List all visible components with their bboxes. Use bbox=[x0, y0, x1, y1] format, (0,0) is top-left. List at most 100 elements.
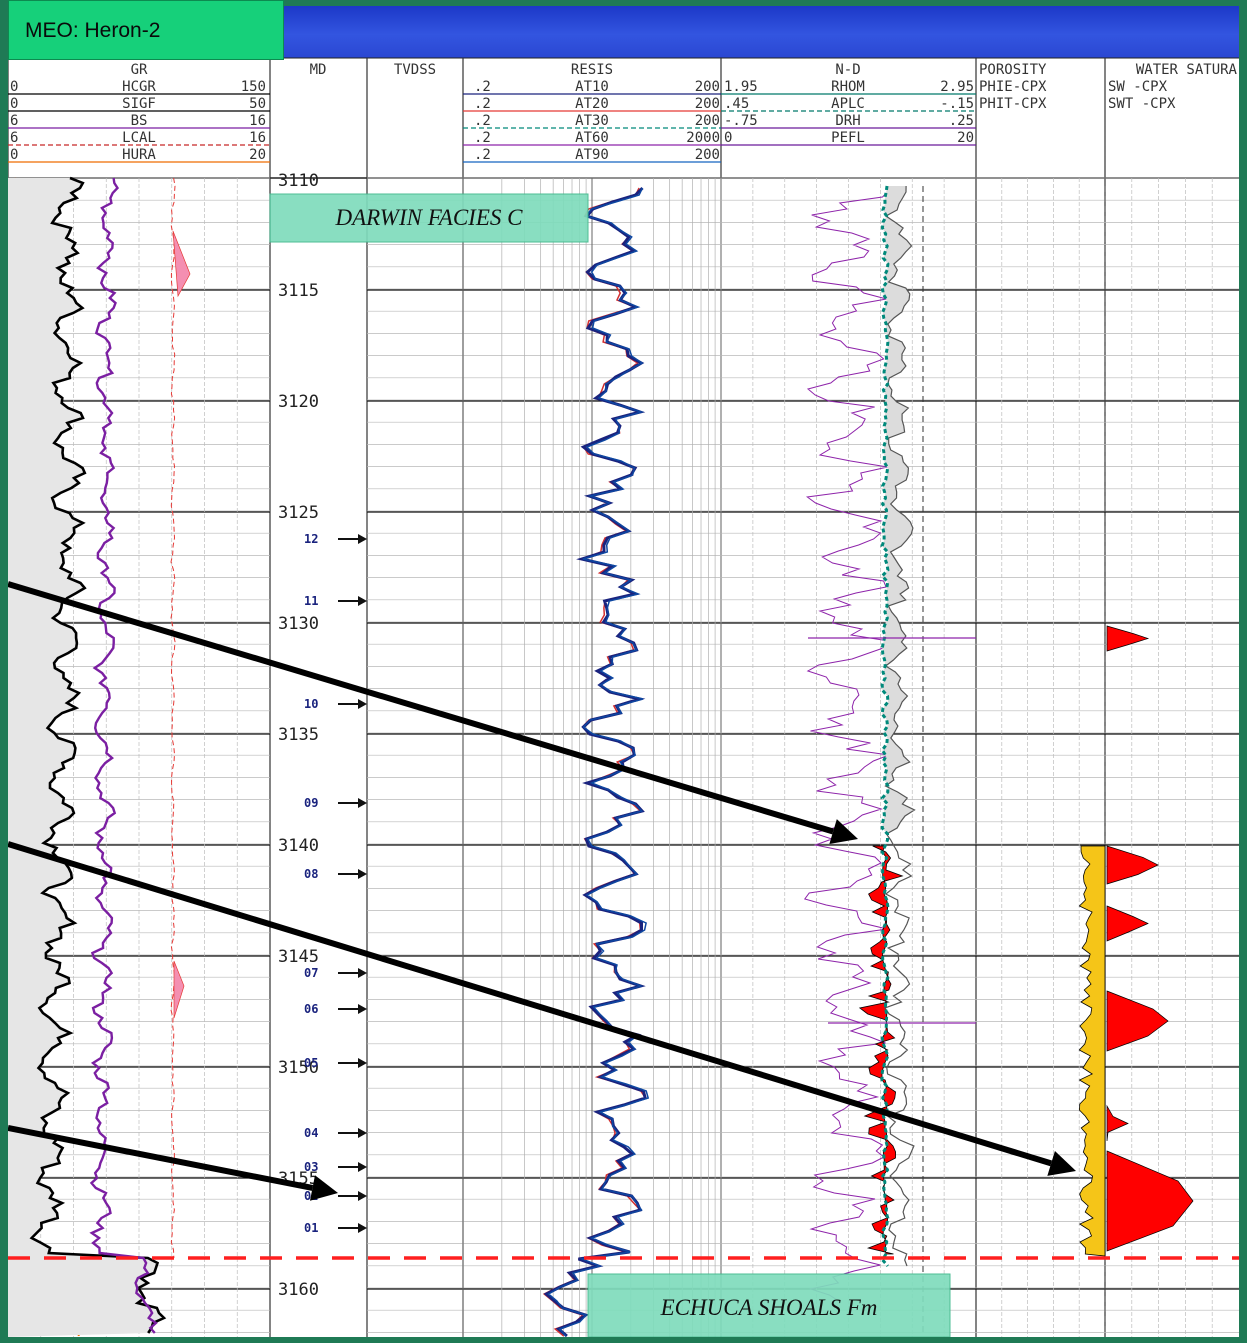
resis-curve-name: AT10 bbox=[575, 79, 609, 95]
hydrocarbon-saturation-shading bbox=[1106, 905, 1149, 942]
water-saturation-curve-name: SW -CPX bbox=[1108, 79, 1168, 95]
resis-curve-min: .2 bbox=[474, 147, 491, 163]
well-log-plot: GR 0 HCGR 150 0 SIGF 50 6 BS 16 6 LCAL 16 0 HURA 20 MD TV… bbox=[8, 57, 1239, 1337]
gr-curve bbox=[29, 176, 167, 1334]
depth-label: 3150 bbox=[278, 1058, 319, 1078]
resis-curve-max: 200 bbox=[695, 79, 720, 95]
sample-marker-arrowhead bbox=[358, 699, 367, 709]
porosity-curve-name: PHIE-CPX bbox=[979, 79, 1047, 95]
depth-label: 3120 bbox=[278, 392, 319, 412]
gr-curve-min: 6 bbox=[10, 130, 18, 146]
log-frame: GR 0 HCGR 150 0 SIGF 50 6 BS 16 6 LCAL 16 0 HURA 20 MD TV… bbox=[8, 6, 1239, 1337]
hydrocarbon-saturation-shading bbox=[1106, 845, 1159, 885]
resis-curve-name: AT90 bbox=[575, 147, 609, 163]
sample-marker-arrowhead bbox=[358, 798, 367, 808]
hydrocarbon-saturation-shading bbox=[1106, 1104, 1129, 1142]
porosity-header: POROSITY bbox=[979, 62, 1047, 78]
gr-header: GR bbox=[131, 62, 148, 78]
gr-curve-name: SIGF bbox=[122, 96, 156, 112]
gr-shading bbox=[8, 178, 164, 1337]
sample-marker-label: 07 bbox=[304, 966, 318, 980]
gr-curve-name: HURA bbox=[122, 147, 156, 163]
annotation-arrow-head bbox=[309, 1175, 338, 1201]
annotation-arrow-head bbox=[1047, 1150, 1076, 1176]
well-title: MEO: Heron-2 bbox=[8, 0, 284, 60]
annotation-arrow-shaft bbox=[8, 1125, 314, 1191]
gr-curve-max: 16 bbox=[249, 130, 266, 146]
sample-marker-arrowhead bbox=[358, 1058, 367, 1068]
water-saturation-shading bbox=[1078, 845, 1106, 1257]
sample-marker-arrowhead bbox=[358, 869, 367, 879]
sample-marker-label: 11 bbox=[304, 594, 318, 608]
nd-curve-min: .45 bbox=[724, 96, 749, 112]
resis-curve-max: 2000 bbox=[686, 130, 720, 146]
gas-crossover-shading bbox=[858, 845, 904, 1255]
sample-marker-label: 09 bbox=[304, 796, 318, 810]
gr-curve-max: 150 bbox=[241, 79, 266, 95]
md-header: MD bbox=[310, 62, 327, 78]
sample-marker-arrowhead bbox=[358, 1162, 367, 1172]
depth-label: 3125 bbox=[278, 503, 319, 523]
lcal-shading bbox=[173, 960, 185, 1019]
nd-curve-max: 2.95 bbox=[940, 79, 974, 95]
crossover-shading bbox=[882, 186, 915, 840]
sample-marker-arrowhead bbox=[358, 534, 367, 544]
nd-curve-name: PEFL bbox=[831, 130, 865, 146]
water-saturation-header: WATER SATURA bbox=[1136, 62, 1238, 78]
gr-curve-name: HCGR bbox=[122, 79, 156, 95]
nd-curve-max: -.15 bbox=[940, 96, 974, 112]
annotation-arrow-shaft bbox=[8, 841, 1053, 1167]
depth-label-top: 3110 bbox=[278, 171, 319, 191]
nd-curve-name: DRH bbox=[835, 113, 860, 129]
depth-label: 3115 bbox=[278, 281, 319, 301]
gr-curve-min: 6 bbox=[10, 113, 18, 129]
nd-curve-max: .25 bbox=[949, 113, 974, 129]
hydrocarbon-saturation-shading bbox=[1106, 1150, 1194, 1252]
resis-curve-min: .2 bbox=[474, 96, 491, 112]
sample-marker-arrowhead bbox=[358, 968, 367, 978]
nd-curve-name: RHOM bbox=[831, 79, 865, 95]
nd-curve-name: APLC bbox=[831, 96, 865, 112]
sample-marker-label: 12 bbox=[304, 532, 318, 546]
sample-marker-arrowhead bbox=[358, 596, 367, 606]
nd-header: N-D bbox=[835, 62, 860, 78]
gr-curve-name: BS bbox=[131, 113, 148, 129]
facies-top-label: DARWIN FACIES C bbox=[335, 205, 524, 230]
facies-top-box bbox=[269, 193, 589, 243]
pefl-spike bbox=[808, 637, 976, 1024]
nd-curve-min: -.75 bbox=[724, 113, 758, 129]
facies-bottom-label: ECHUCA SHOALS Fm bbox=[660, 1295, 878, 1320]
resis-curve-max: 200 bbox=[695, 96, 720, 112]
hydrocarbon-saturation-shading bbox=[1106, 625, 1150, 652]
sample-marker-label: 10 bbox=[304, 697, 318, 711]
aplc-curve bbox=[880, 185, 890, 1267]
water-saturation-curve-name: SWT -CPX bbox=[1108, 96, 1176, 112]
annotation-arrow-shaft bbox=[8, 581, 834, 835]
sample-marker-arrowhead bbox=[358, 1191, 367, 1201]
lcal-curve bbox=[170, 177, 176, 1259]
resis-curve-name: AT20 bbox=[575, 96, 609, 112]
sample-marker-arrowhead bbox=[358, 1128, 367, 1138]
gr-curve-name: LCAL bbox=[122, 130, 156, 146]
facies-bottom-box bbox=[587, 1273, 951, 1337]
sample-marker-label: 01 bbox=[304, 1221, 318, 1235]
nd-curve-max: 20 bbox=[957, 130, 974, 146]
nd-curve-min: 1.95 bbox=[724, 79, 758, 95]
pefl-curve bbox=[803, 190, 891, 1302]
resis-curve-max: 200 bbox=[695, 147, 720, 163]
resis-curve-min: .2 bbox=[474, 79, 491, 95]
sample-marker-label: 04 bbox=[304, 1126, 318, 1140]
sample-marker-label: 06 bbox=[304, 1002, 318, 1016]
sample-marker-label: 03 bbox=[304, 1160, 318, 1174]
sample-marker-label: 08 bbox=[304, 867, 318, 881]
resis-curve-name: AT30 bbox=[575, 113, 609, 129]
sample-marker-arrowhead bbox=[358, 1223, 367, 1233]
resis-curve-min: .2 bbox=[474, 130, 491, 146]
resis-header: RESIS bbox=[571, 62, 613, 78]
gr-curve-min: 0 bbox=[10, 96, 18, 112]
gr-curve-min: 0 bbox=[10, 79, 18, 95]
gr-curve-max: 20 bbox=[249, 147, 266, 163]
depth-label: 3130 bbox=[278, 614, 319, 634]
resis-curve-min: .2 bbox=[474, 113, 491, 129]
gr-curve-max: 50 bbox=[249, 96, 266, 112]
